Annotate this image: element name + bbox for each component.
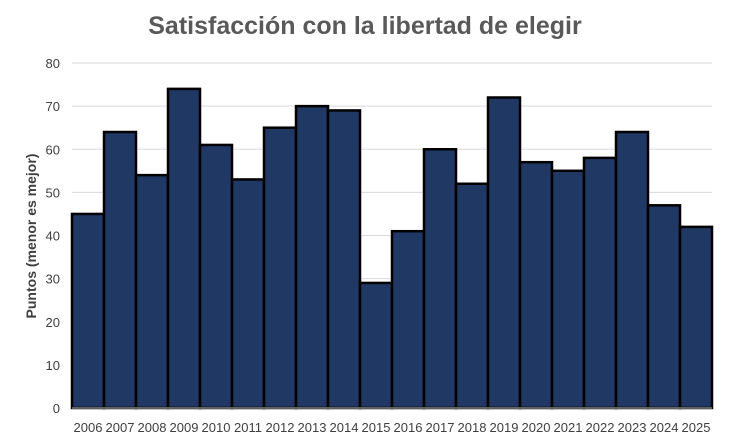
bar-2006: [70, 212, 106, 410]
x-tick-label: 2011: [234, 420, 262, 435]
bar-2013: [294, 104, 330, 410]
bar-2024: [646, 204, 682, 410]
x-tick-label: 2022: [586, 420, 615, 435]
x-tick-label: 2013: [298, 420, 327, 435]
bar-2014: [326, 109, 362, 410]
bar-2009: [166, 87, 202, 410]
x-tick-label: 2019: [490, 420, 519, 435]
bar-2010: [198, 143, 234, 410]
bar-2007: [102, 130, 138, 410]
bar-2016: [390, 229, 426, 410]
y-tick-label: 10: [46, 358, 60, 373]
bar-2025: [678, 225, 714, 410]
bar-2021: [550, 169, 586, 410]
x-tick-label: 2018: [458, 420, 487, 435]
y-tick-label: 80: [46, 56, 60, 71]
x-tick-label: 2014: [330, 420, 359, 435]
y-tick-label: 0: [53, 401, 60, 416]
y-tick-label: 70: [46, 99, 60, 114]
bar-2015: [358, 281, 394, 410]
x-tick-label: 2020: [522, 420, 551, 435]
y-tick-label: 50: [46, 185, 60, 200]
x-tick-label: 2012: [266, 420, 295, 435]
bar-2012: [262, 126, 298, 410]
x-tick-label: 2016: [394, 420, 423, 435]
bar-2022: [582, 156, 618, 410]
bar-2023: [614, 130, 650, 410]
x-tick-label: 2008: [138, 420, 167, 435]
y-tick-label: 60: [46, 142, 60, 157]
y-tick-label: 30: [46, 272, 60, 287]
x-tick-label: 2023: [618, 420, 647, 435]
x-tick-label: 2021: [554, 420, 583, 435]
bar-2008: [134, 173, 170, 410]
x-tick-label: 2010: [202, 420, 231, 435]
x-tick-label: 2007: [106, 420, 135, 435]
y-tick-label: 20: [46, 315, 60, 330]
bar-2011: [230, 178, 266, 410]
x-tick-label: 2024: [650, 420, 679, 435]
x-tick-label: 2006: [74, 420, 103, 435]
chart-title: Satisfacción con la libertad de elegir: [148, 12, 582, 40]
x-tick-label: 2017: [426, 420, 455, 435]
bar-2019: [486, 96, 522, 410]
x-tick-label: 2025: [682, 420, 711, 435]
bar-2018: [454, 182, 490, 410]
x-tick-label: 2015: [362, 420, 391, 435]
x-tick-label: 2009: [170, 420, 199, 435]
bar-2020: [518, 160, 554, 410]
bar-2017: [422, 148, 458, 410]
y-tick-label: 40: [46, 229, 60, 244]
